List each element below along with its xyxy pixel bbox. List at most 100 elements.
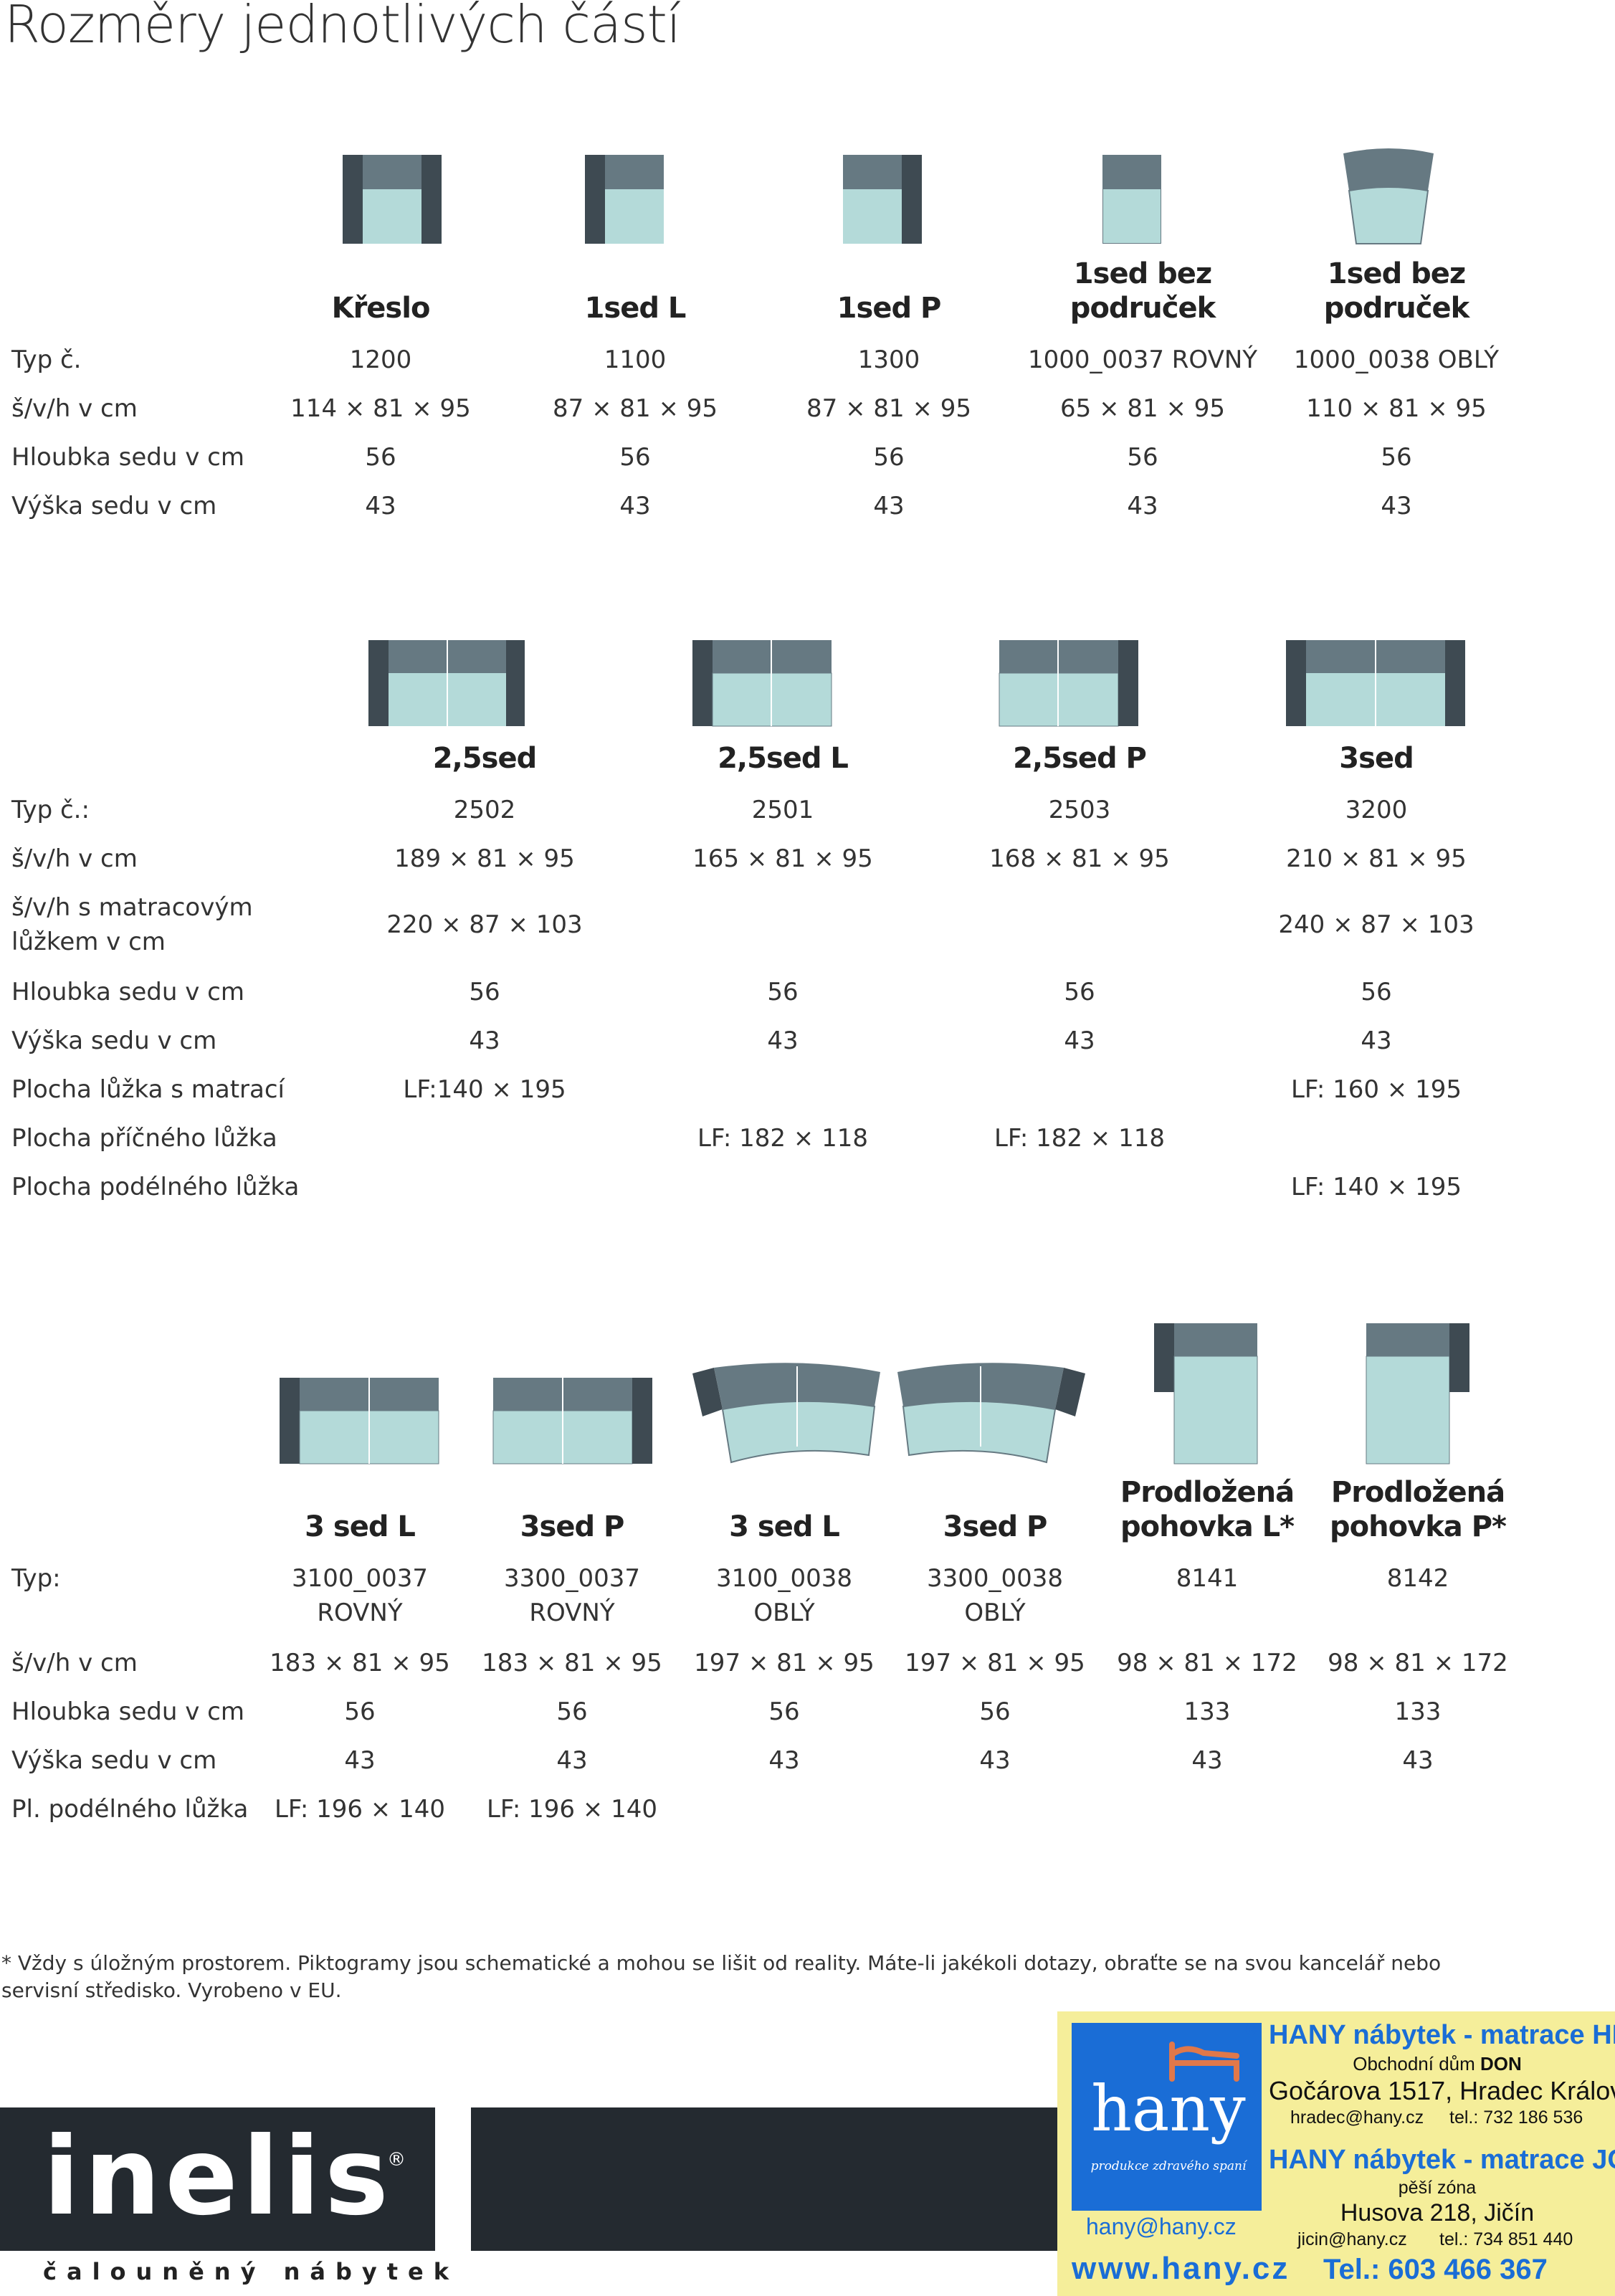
section3-header-prodlozena-pohovka-p: Prodložená pohovka P* (1330, 1476, 1507, 1543)
row-label: š/v/h s matracovým (11, 893, 253, 922)
table-cell: 43 (365, 492, 396, 520)
table-cell: 56 (1064, 978, 1095, 1006)
section2-header-2-5sed-p: 2,5sed P (1013, 742, 1147, 775)
table-cell: 43 (344, 1746, 376, 1775)
bed-icon (1169, 2042, 1239, 2082)
dealer-email-link[interactable]: hany@hany.cz (1086, 2214, 1237, 2239)
table-cell: 56 (1381, 443, 1412, 472)
table-cell: 240 × 87 × 103 (1278, 910, 1475, 939)
table-cell: 3100_0037 (291, 1564, 429, 1593)
table-cell: 43 (1402, 1746, 1434, 1775)
table-cell-line2: ROVNÝ (529, 1599, 615, 1627)
row-label: Plocha podélného lůžka (11, 1173, 300, 1201)
table-cell: 1100 (604, 346, 667, 374)
dealer-jc-line1: pěší zóna (1398, 2178, 1477, 2198)
section1-header-1sed-bez-podrucek-obly: 1sed bez područek (1323, 257, 1469, 325)
dealer-jc-address: Husova 218, Jičín (1340, 2199, 1535, 2226)
table-cell: 220 × 87 × 103 (386, 910, 583, 939)
pictogram-3sed-l-obly (692, 1363, 880, 1464)
pictogram-3sed-p-obly (897, 1363, 1085, 1464)
table-cell: 56 (768, 1697, 800, 1726)
dealer-hk-email: hradec@hany.cz (1290, 2107, 1424, 2128)
dealer-phone[interactable]: Tel.: 603 466 367 (1323, 2254, 1548, 2285)
row-label: š/v/h v cm (11, 394, 138, 423)
table-cell: 56 (556, 1697, 588, 1726)
table-cell: 56 (469, 978, 500, 1006)
row-label: Hloubka sedu v cm (11, 978, 244, 1006)
pictogram-1sed-bez-podrucek-rovny (1102, 155, 1161, 244)
table-cell: 8141 (1176, 1564, 1239, 1593)
table-cell: 133 (1183, 1697, 1231, 1726)
table-cell: 43 (1191, 1746, 1223, 1775)
table-cell: 2502 (453, 796, 516, 824)
row-label: Výška sedu v cm (11, 492, 217, 520)
table-cell: 65 × 81 × 95 (1060, 394, 1225, 423)
pictogram-3sed-p-rovny (492, 1378, 652, 1464)
section3-header-3sed-p-rovny: 3sed P (520, 1510, 625, 1543)
row-label: Plocha lůžka s matrací (11, 1075, 285, 1104)
registered-mark: ® (387, 2149, 406, 2171)
table-cell: 43 (1381, 492, 1412, 520)
table-cell: LF: 182 × 118 (697, 1124, 869, 1153)
table-cell: 1300 (857, 346, 920, 374)
section3-header-3sed-p-obly: 3sed P (943, 1510, 1048, 1543)
hany-logo-slogan: produkce zdravého spaní (1090, 2159, 1247, 2173)
table-cell: 56 (1127, 443, 1158, 472)
pictogram-prodlozena-pohovka-l (1154, 1323, 1258, 1464)
table-cell: 87 × 81 × 95 (806, 394, 971, 423)
table-cell: 56 (344, 1697, 376, 1726)
table-cell: 1000_0038 OBLÝ (1293, 346, 1500, 374)
dealer-web-link[interactable]: www.hany.cz (1072, 2251, 1290, 2286)
section3-header-prodlozena-pohovka-l: Prodložená pohovka L* (1120, 1476, 1295, 1543)
table-cell: 56 (873, 443, 905, 472)
row-label-line2: lůžkem v cm (11, 928, 166, 956)
pictogram-kreslo (343, 155, 442, 244)
row-label: Typ č.: (11, 796, 90, 824)
section1-header-1sed-p: 1sed P (837, 292, 942, 325)
table-cell: 43 (767, 1026, 799, 1055)
row-label: Pl. podélného lůžka (11, 1795, 249, 1824)
table-cell: 197 × 81 × 95 (694, 1649, 875, 1677)
table-cell: 56 (619, 443, 651, 472)
table-cell: 56 (1361, 978, 1392, 1006)
row-label: Výška sedu v cm (11, 1026, 217, 1055)
dealer-jc-tel: tel.: 734 851 440 (1439, 2229, 1573, 2249)
dealer-jc-email: jicin@hany.cz (1297, 2229, 1407, 2249)
table-cell: 8142 (1386, 1564, 1449, 1593)
dealer-jc-title: HANY nábytek - matrace JC (1269, 2145, 1615, 2175)
pictogram-1sed-l (585, 155, 664, 244)
pictogram-1sed-p (843, 155, 922, 244)
table-cell: LF: 196 × 140 (486, 1795, 658, 1824)
table-cell: 87 × 81 × 95 (553, 394, 718, 423)
table-cell: 2501 (751, 796, 814, 824)
table-cell: LF: 140 × 195 (1290, 1173, 1462, 1201)
table-cell: 98 × 81 × 172 (1328, 1649, 1508, 1677)
section1-header-1sed-l: 1sed L (584, 292, 687, 325)
table-cell: 133 (1394, 1697, 1442, 1726)
table-cell: LF: 196 × 140 (274, 1795, 446, 1824)
dealer-hk-tel: tel.: 732 186 536 (1449, 2107, 1583, 2128)
table-cell: 56 (365, 443, 396, 472)
page-title: Rozměry jednotlivých částí (4, 0, 681, 54)
table-cell: 168 × 81 × 95 (989, 844, 1170, 873)
table-cell: 43 (768, 1746, 800, 1775)
table-cell: LF: 182 × 118 (994, 1124, 1166, 1153)
table-cell: 56 (767, 978, 799, 1006)
table-cell: 43 (979, 1746, 1011, 1775)
hany-registered-mark: ® (1243, 2021, 1259, 2039)
dealer-hk-address: Gočárova 1517, Hradec Králové (1269, 2076, 1615, 2105)
section1-header-kreslo: Křeslo (331, 292, 431, 325)
table-cell: 165 × 81 × 95 (692, 844, 873, 873)
row-label: š/v/h v cm (11, 844, 138, 873)
table-cell: 189 × 81 × 95 (394, 844, 575, 873)
section2-header-3sed: 3sed (1339, 742, 1414, 775)
pictogram-3sed (1286, 640, 1465, 726)
table-cell: 110 × 81 × 95 (1306, 394, 1487, 423)
row-label: Typ: (11, 1564, 61, 1593)
table-cell: 43 (556, 1746, 588, 1775)
table-cell: 3100_0038 (715, 1564, 853, 1593)
table-cell: 3300_0037 (503, 1564, 641, 1593)
table-cell: 3200 (1345, 796, 1408, 824)
table-cell: 56 (979, 1697, 1011, 1726)
pictogram-2-5sed (368, 640, 525, 726)
